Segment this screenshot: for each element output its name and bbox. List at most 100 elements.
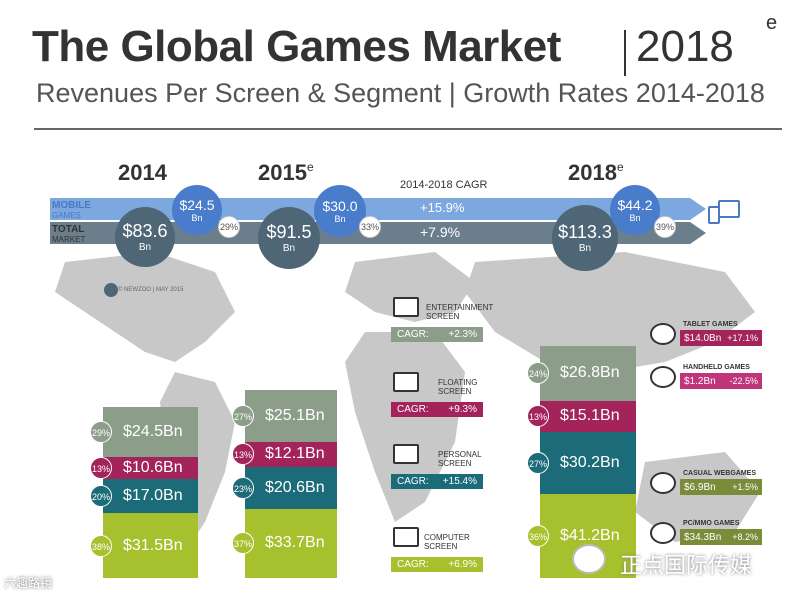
screen-name-2: SCREEN	[438, 459, 472, 468]
credit-text: © NEWZOO | MAY 2015	[118, 287, 184, 293]
bar-share-computer-2014: 38%	[90, 534, 112, 557]
year-label-2018: 2018e	[568, 160, 624, 185]
mobile-share-2015: 33%	[359, 216, 381, 238]
segment-growth: +17.1%	[727, 333, 758, 343]
handheld-icon	[650, 366, 676, 388]
segment-name: CASUAL WEBGAMES	[683, 470, 756, 477]
year-label-2014: 2014	[118, 160, 167, 185]
bar-segment-floating-2014: $10.6Bn	[103, 456, 198, 479]
bar-segment-floating-2018: $15.1Bn	[540, 400, 636, 432]
bar-value-label: $25.1Bn	[265, 407, 325, 425]
mobile-circle-2018: $44.2 Bn	[610, 185, 660, 235]
bar-value-label: $15.1Bn	[560, 407, 620, 425]
screen-name: COMPUTER	[424, 533, 470, 542]
bar-value-label: $33.7Bn	[265, 534, 325, 552]
screen-name-2: SCREEN	[426, 312, 460, 321]
cagr-title: 2014-2018 CAGR	[400, 179, 488, 191]
mobile-band-arrow	[690, 198, 706, 220]
mobile-share-2018: 39%	[654, 216, 676, 238]
segment-name: TABLET GAMES	[683, 321, 738, 328]
cagr-label: CAGR:	[397, 476, 429, 487]
desktop-icon	[393, 527, 419, 547]
tablet-icon	[718, 200, 740, 218]
bar-share-floating-2018: 13%	[527, 405, 549, 428]
legend-total-label: TOTAL	[52, 224, 85, 235]
total-circle-2018: $113.3 Bn	[552, 205, 618, 271]
screen-cagr-box: CAGR: +9.3%	[391, 402, 483, 417]
mobile-cagr: +15.9%	[420, 200, 465, 215]
bar-value-label: $31.5Bn	[123, 536, 183, 554]
cagr-label: CAGR:	[397, 329, 429, 340]
segment-value-box: $14.0Bn +17.1%	[680, 330, 762, 346]
bar-value-label: $26.8Bn	[560, 364, 620, 382]
bar-value-label: $41.2Bn	[560, 526, 620, 544]
segment-name: HANDHELD GAMES	[683, 364, 750, 371]
keyboard-icon	[650, 522, 676, 544]
cagr-value: +6.9%	[448, 559, 477, 570]
bar-share-entertainment-2018: 24%	[527, 362, 549, 385]
screen-name: PERSONAL	[438, 450, 482, 459]
newzoo-logo-icon	[104, 283, 118, 297]
segment-growth: -22.5%	[729, 376, 758, 386]
bar-value-label: $30.2Bn	[560, 453, 620, 471]
segment-value: $14.0Bn	[684, 332, 722, 344]
segment-growth: +8.2%	[732, 532, 758, 542]
bar-segment-entertainment-2018: $26.8Bn	[540, 345, 636, 401]
cagr-value: +9.3%	[448, 404, 477, 415]
year-label-2015: 2015e	[258, 160, 314, 185]
total-circle-2015: $91.5 Bn	[258, 207, 320, 269]
bar-share-personal-2018: 27%	[527, 451, 549, 474]
bar-segment-floating-2015: $12.1Bn	[245, 441, 337, 467]
cagr-value: +2.3%	[448, 329, 477, 340]
total-circle-2014: $83.6 Bn	[115, 207, 175, 267]
bar-segment-personal-2018: $30.2Bn	[540, 431, 636, 494]
bar-segment-personal-2015: $20.6Bn	[245, 466, 337, 509]
bar-share-entertainment-2015: 27%	[232, 405, 254, 428]
bar-value-label: $12.1Bn	[265, 445, 325, 463]
cagr-value: +15.4%	[442, 476, 477, 487]
laptop-icon	[393, 372, 419, 392]
segment-value: $1.2Bn	[684, 375, 716, 387]
page-title: The Global Games Market	[32, 22, 561, 71]
bar-segment-computer-2014: $31.5Bn	[103, 513, 198, 578]
bar-value-label: $10.6Bn	[123, 458, 183, 476]
globe-icon	[650, 472, 676, 494]
bar-segment-computer-2015: $33.7Bn	[245, 508, 337, 578]
screen-name: FLOATING	[438, 378, 478, 387]
tv-icon	[393, 297, 419, 317]
total-cagr: +7.9%	[420, 224, 461, 240]
page-subtitle: Revenues Per Screen & Segment | Growth R…	[36, 78, 765, 108]
watermark-right: 正点国际传媒	[620, 553, 753, 578]
screen-name: ENTERTAINMENT	[426, 303, 494, 312]
total-band-arrow	[690, 222, 706, 244]
cagr-label: CAGR:	[397, 404, 429, 415]
watermark-left: 六趣路镜	[4, 576, 53, 590]
title-divider	[624, 30, 626, 76]
bar-share-personal-2014: 20%	[90, 485, 112, 507]
segment-value-box: $34.3Bn +8.2%	[680, 529, 762, 545]
screen-cagr-box: CAGR: +2.3%	[391, 327, 483, 342]
bar-share-computer-2018: 36%	[527, 524, 549, 547]
segment-growth: +1.5%	[732, 482, 758, 492]
cagr-label: CAGR:	[397, 559, 429, 570]
bar-segment-personal-2014: $17.0Bn	[103, 478, 198, 514]
header-rule	[34, 128, 782, 130]
tablet-icon	[650, 323, 676, 345]
screen-cagr-box: CAGR: +6.9%	[391, 557, 483, 572]
mobile-share-2014: 29%	[218, 216, 240, 238]
segment-value-box: $1.2Bn -22.5%	[680, 373, 762, 389]
segment-name: PC/MMO GAMES	[683, 520, 740, 527]
title-year-sup: e	[766, 12, 778, 34]
bar-value-label: $24.5Bn	[123, 422, 183, 440]
screen-name-2: SCREEN	[438, 387, 472, 396]
title-year: 2018	[636, 22, 734, 71]
phone-icon	[393, 444, 419, 464]
mobile-circle-2015: $30.0 Bn	[314, 185, 366, 237]
wechat-logo-icon	[572, 544, 606, 574]
bar-segment-entertainment-2014: $24.5Bn	[103, 406, 198, 457]
legend-games-label: GAMES	[52, 211, 81, 220]
screen-cagr-box: CAGR: +15.4%	[391, 474, 483, 489]
bar-value-label: $20.6Bn	[265, 478, 325, 496]
bar-value-label: $17.0Bn	[123, 486, 183, 504]
